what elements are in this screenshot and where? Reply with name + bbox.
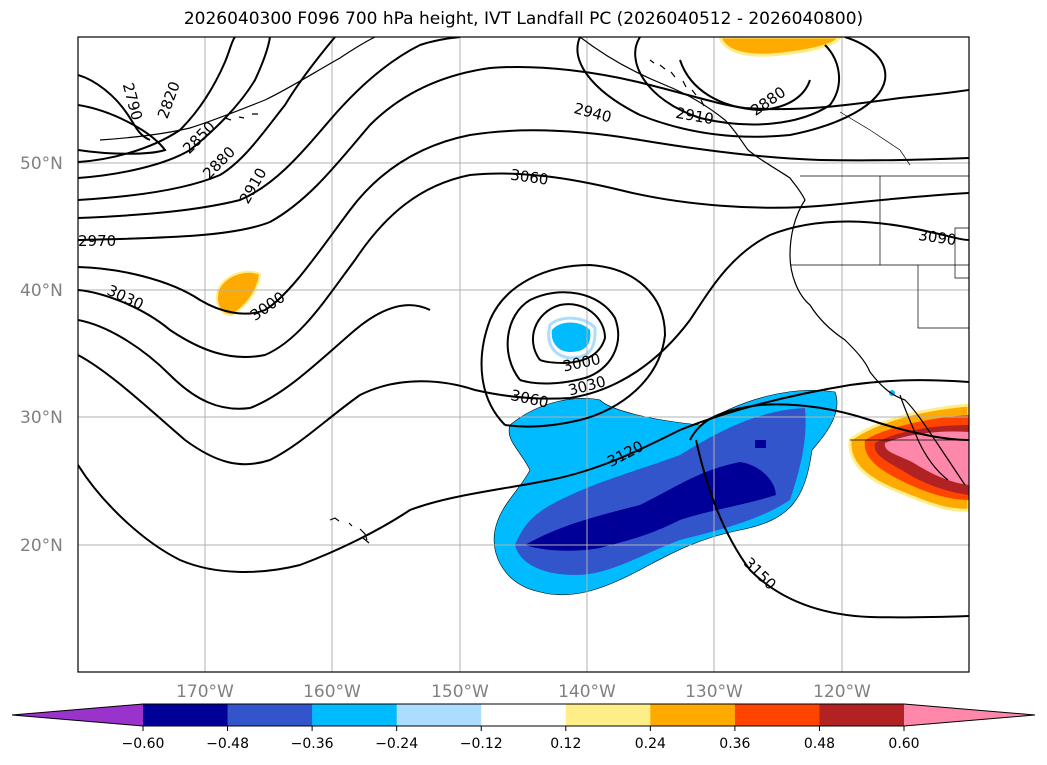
colorbar-tick-label: −0.12 bbox=[460, 736, 503, 752]
colorbar-tick-label: −0.60 bbox=[122, 736, 165, 752]
lon-label: 170°W bbox=[176, 682, 234, 702]
colorbar-extend-low bbox=[12, 704, 143, 726]
lon-label: 160°W bbox=[303, 682, 361, 702]
colorbar-tick-label: −0.24 bbox=[375, 736, 418, 752]
map-title: 2026040300 F096 700 hPa height, IVT Land… bbox=[183, 9, 864, 29]
colorbar-swatch bbox=[312, 704, 398, 726]
coastlines bbox=[99, 37, 966, 544]
colorbar-swatch bbox=[227, 704, 313, 726]
colorbar-extend-high bbox=[904, 704, 1035, 726]
map-panel: 2790 2820 2850 2880 2910 2970 3030 3000 … bbox=[78, 37, 969, 672]
contour-label: 3090 bbox=[917, 226, 957, 249]
contour-label: 3060 bbox=[509, 166, 549, 189]
map-frame bbox=[77, 36, 970, 673]
colorbar-tick-label: 0.48 bbox=[804, 736, 835, 752]
colorbar-swatch bbox=[143, 704, 229, 726]
ivt-negative-shading bbox=[493, 316, 895, 596]
colorbar-tick-label: −0.36 bbox=[291, 736, 334, 752]
lat-label: 20°N bbox=[20, 536, 63, 556]
colorbar-tick-label: 0.12 bbox=[550, 736, 581, 752]
political-borders bbox=[790, 111, 969, 441]
colorbar-swatch bbox=[819, 704, 905, 726]
colorbar-swatch bbox=[396, 704, 482, 726]
colorbar-swatch bbox=[734, 704, 820, 726]
colorbar: −0.60 −0.48 −0.36 −0.24 −0.12 0.12 0.24 0.36 0.4… bbox=[11, 703, 1036, 752]
lat-label: 40°N bbox=[20, 281, 63, 301]
lat-label: 30°N bbox=[20, 408, 63, 428]
colorbar-swatch bbox=[650, 704, 736, 726]
colorbar-tick-label: 0.24 bbox=[635, 736, 666, 752]
lon-label: 140°W bbox=[558, 682, 616, 702]
colorbar-tick-label: −0.48 bbox=[206, 736, 249, 752]
colorbar-swatch bbox=[481, 704, 567, 726]
colorbar-tick-label: 0.60 bbox=[888, 736, 919, 752]
lat-label: 50°N bbox=[20, 154, 63, 174]
lon-label: 120°W bbox=[813, 682, 871, 702]
colorbar-swatch bbox=[565, 704, 651, 726]
colorbar-tick-label: 0.36 bbox=[719, 736, 750, 752]
contour-label: 2970 bbox=[78, 232, 116, 250]
graticule bbox=[78, 37, 969, 672]
height-contours bbox=[78, 37, 969, 619]
lon-label: 130°W bbox=[685, 682, 743, 702]
lon-label: 150°W bbox=[431, 682, 489, 702]
